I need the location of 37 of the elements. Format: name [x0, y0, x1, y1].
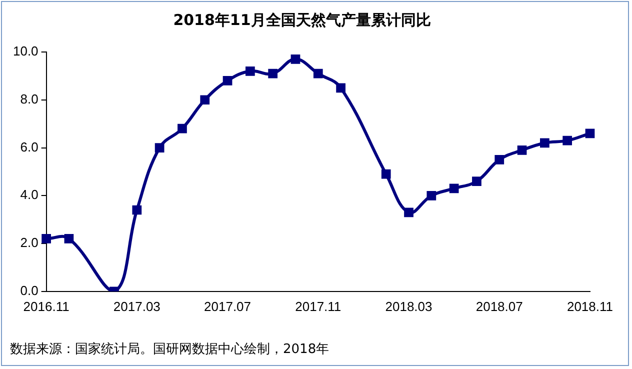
- y-tick-label: 0.0: [20, 282, 38, 298]
- x-tick-label: 2017.11: [295, 298, 342, 314]
- x-tick-label: 2017.03: [113, 298, 160, 314]
- point: [494, 155, 504, 164]
- chart-title: 2018年11月全国天然气产量累计同比: [173, 10, 431, 29]
- point: [585, 128, 595, 138]
- point: [154, 143, 164, 152]
- point: [313, 68, 323, 78]
- y-tick-label: 6.0: [20, 139, 38, 154]
- point: [200, 95, 210, 105]
- source-note: 数据来源：国家统计局。国研网数据中心绘制，2018年: [10, 341, 330, 358]
- point: [268, 68, 278, 78]
- point: [404, 208, 414, 218]
- y-tick-label: 4.0: [20, 187, 38, 202]
- y-tick-label: 10.0: [12, 44, 38, 59]
- point: [381, 169, 391, 179]
- point: [222, 76, 232, 86]
- point: [178, 124, 187, 134]
- x-tick-label: 2018.11: [566, 298, 613, 314]
- point: [472, 176, 482, 186]
- point: [336, 83, 346, 93]
- y-tick-label: 2.0: [20, 235, 38, 250]
- point: [132, 205, 142, 215]
- point: [517, 145, 527, 155]
- x-tick-label: 2016.11: [23, 298, 70, 314]
- point: [290, 54, 300, 64]
- point: [426, 190, 436, 200]
- point: [540, 138, 550, 148]
- point: [64, 234, 74, 244]
- point: [42, 234, 51, 244]
- point: [449, 184, 459, 194]
- x-tick-label: 2018.03: [385, 298, 432, 314]
- point: [562, 136, 572, 146]
- x-tick-label: 2017.07: [204, 298, 252, 314]
- x-tick-label: 2018.07: [476, 298, 523, 314]
- point: [246, 66, 255, 76]
- y-tick-label: 8.0: [20, 91, 38, 106]
